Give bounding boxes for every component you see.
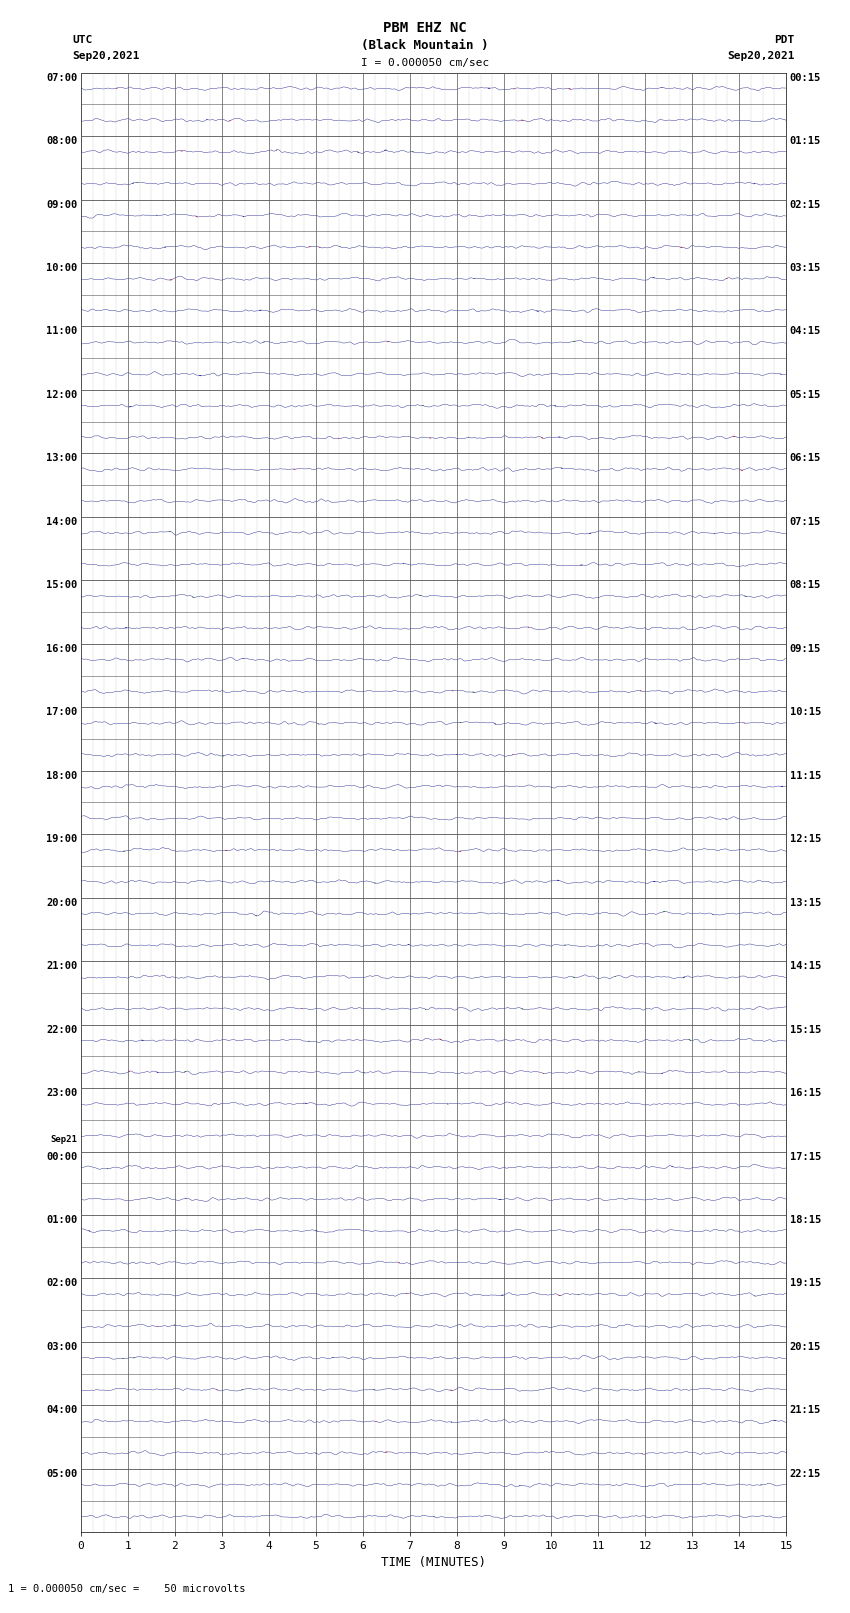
- Text: 02:15: 02:15: [790, 200, 821, 210]
- Text: 18:15: 18:15: [790, 1215, 821, 1224]
- Text: PBM EHZ NC: PBM EHZ NC: [383, 21, 467, 35]
- Text: 01:00: 01:00: [46, 1215, 77, 1224]
- Text: 00:15: 00:15: [790, 73, 821, 82]
- Text: 21:00: 21:00: [46, 961, 77, 971]
- Text: 08:15: 08:15: [790, 581, 821, 590]
- Text: 16:15: 16:15: [790, 1089, 821, 1098]
- Text: 13:15: 13:15: [790, 898, 821, 908]
- Text: 00:00: 00:00: [46, 1152, 77, 1161]
- Text: 07:15: 07:15: [790, 516, 821, 527]
- Text: 05:00: 05:00: [46, 1469, 77, 1479]
- Text: PDT: PDT: [774, 35, 795, 45]
- Text: 21:15: 21:15: [790, 1405, 821, 1416]
- Text: 14:15: 14:15: [790, 961, 821, 971]
- Text: 22:15: 22:15: [790, 1469, 821, 1479]
- Text: 03:15: 03:15: [790, 263, 821, 273]
- Text: 11:00: 11:00: [46, 326, 77, 337]
- Text: 10:15: 10:15: [790, 706, 821, 718]
- Text: (Black Mountain ): (Black Mountain ): [361, 39, 489, 52]
- Text: 14:00: 14:00: [46, 516, 77, 527]
- Text: 08:00: 08:00: [46, 135, 77, 147]
- Text: 16:00: 16:00: [46, 644, 77, 653]
- Text: 15:00: 15:00: [46, 581, 77, 590]
- Text: Sep20,2021: Sep20,2021: [728, 52, 795, 61]
- Text: 09:15: 09:15: [790, 644, 821, 653]
- Text: 12:15: 12:15: [790, 834, 821, 844]
- Text: 04:00: 04:00: [46, 1405, 77, 1416]
- Text: 22:00: 22:00: [46, 1024, 77, 1034]
- X-axis label: TIME (MINUTES): TIME (MINUTES): [381, 1555, 486, 1568]
- Text: Sep20,2021: Sep20,2021: [72, 52, 139, 61]
- Text: I = 0.000050 cm/sec: I = 0.000050 cm/sec: [361, 58, 489, 68]
- Text: 11:15: 11:15: [790, 771, 821, 781]
- Text: 12:00: 12:00: [46, 390, 77, 400]
- Text: 02:00: 02:00: [46, 1279, 77, 1289]
- Text: 20:15: 20:15: [790, 1342, 821, 1352]
- Text: 03:00: 03:00: [46, 1342, 77, 1352]
- Text: 10:00: 10:00: [46, 263, 77, 273]
- Text: 20:00: 20:00: [46, 898, 77, 908]
- Text: 07:00: 07:00: [46, 73, 77, 82]
- Text: 23:00: 23:00: [46, 1089, 77, 1098]
- Text: UTC: UTC: [72, 35, 93, 45]
- Text: 05:15: 05:15: [790, 390, 821, 400]
- Text: 13:00: 13:00: [46, 453, 77, 463]
- Text: 09:00: 09:00: [46, 200, 77, 210]
- Text: 19:00: 19:00: [46, 834, 77, 844]
- Text: Sep21: Sep21: [50, 1136, 77, 1144]
- Text: 17:00: 17:00: [46, 706, 77, 718]
- Text: 15:15: 15:15: [790, 1024, 821, 1034]
- Text: 18:00: 18:00: [46, 771, 77, 781]
- Text: 01:15: 01:15: [790, 135, 821, 147]
- Text: 06:15: 06:15: [790, 453, 821, 463]
- Text: 04:15: 04:15: [790, 326, 821, 337]
- Text: 17:15: 17:15: [790, 1152, 821, 1161]
- Text: 19:15: 19:15: [790, 1279, 821, 1289]
- Text: 1 = 0.000050 cm/sec =    50 microvolts: 1 = 0.000050 cm/sec = 50 microvolts: [8, 1584, 246, 1594]
